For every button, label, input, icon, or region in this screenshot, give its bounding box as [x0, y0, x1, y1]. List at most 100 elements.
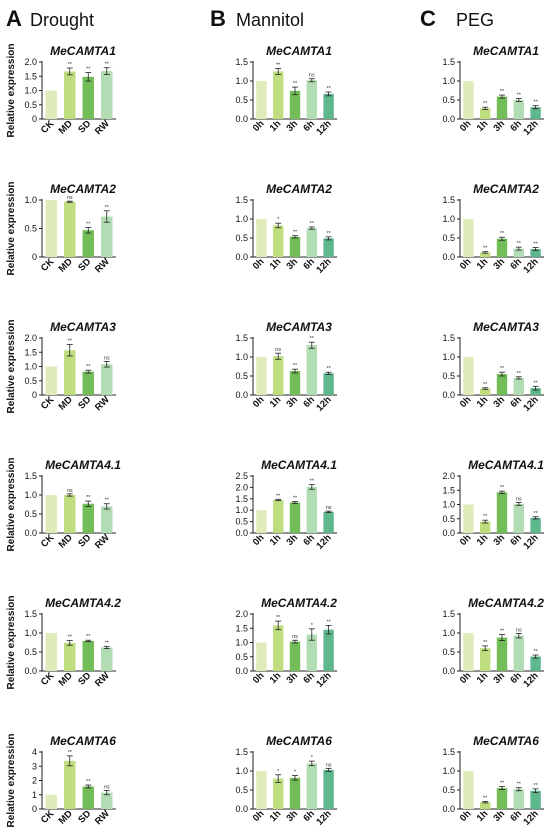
- y-tick-label: 1.0: [235, 505, 248, 515]
- x-tick-label: 0h: [251, 532, 267, 548]
- significance-label: **: [105, 62, 110, 68]
- x-tick-label: 3h: [284, 808, 300, 824]
- bar-rw: [101, 71, 113, 119]
- significance-label: ns: [516, 497, 522, 503]
- bar-12h: [323, 93, 334, 119]
- y-tick-label: 3: [32, 761, 37, 771]
- x-tick-label: SD: [76, 808, 93, 825]
- bar-3h: [289, 371, 301, 395]
- x-tick-label: 3h: [284, 670, 300, 686]
- bar-0h: [256, 771, 267, 809]
- x-tick-label: 0h: [251, 808, 267, 824]
- x-tick-label: 0h: [458, 394, 474, 410]
- y-tick-label: 0.0: [442, 666, 455, 676]
- y-axis-label: Relative expression: [6, 596, 17, 690]
- y-tick-label: 0.5: [442, 95, 455, 105]
- x-tick-label: 0h: [458, 670, 474, 686]
- significance-label: **: [483, 514, 488, 520]
- panel-drought-mecamta4-1: MeCAMTA4.1 0.0 0.5 1.0 1.5 Relative expressio…: [6, 458, 121, 552]
- y-tick-label: 0.5: [442, 514, 455, 524]
- bar-sd: [82, 640, 94, 671]
- y-tick-label: 0.0: [235, 252, 248, 262]
- significance-label: **: [276, 493, 281, 499]
- significance-label: **: [68, 62, 73, 68]
- x-tick-label: SD: [76, 670, 93, 687]
- significance-label: **: [276, 62, 281, 68]
- y-tick-label: 0.5: [442, 785, 455, 795]
- y-tick-label: 2.0: [24, 57, 37, 67]
- significance-label: **: [533, 242, 538, 248]
- x-tick-label: SD: [76, 532, 93, 549]
- y-tick-label: 1.0: [235, 76, 248, 86]
- y-tick-label: 1.5: [442, 747, 455, 757]
- y-axis-label: Relative expression: [6, 182, 17, 276]
- x-tick-label: MD: [57, 670, 75, 688]
- bar-1h: [272, 499, 284, 533]
- significance-label: **: [326, 619, 331, 625]
- y-tick-label: 1.0: [442, 766, 455, 776]
- significance-label: **: [483, 246, 488, 252]
- bar-6h: [306, 486, 318, 533]
- significance-label: **: [500, 485, 505, 491]
- significance-label: **: [86, 364, 91, 370]
- significance-label: *: [294, 770, 297, 776]
- x-tick-label: 1h: [268, 118, 284, 134]
- significance-label: **: [500, 366, 505, 372]
- y-tick-label: 0.5: [235, 785, 248, 795]
- panel-title: MeCAMTA2: [266, 182, 332, 196]
- bar-6h: [513, 635, 525, 671]
- x-tick-label: 0h: [251, 670, 267, 686]
- bar-1h: [272, 225, 284, 257]
- x-tick-label: CK: [39, 118, 57, 136]
- bar-1h: [272, 625, 284, 671]
- bar-12h: [323, 769, 334, 809]
- significance-label: *: [311, 755, 314, 761]
- bar-rw: [101, 647, 113, 671]
- bar-sd: [82, 230, 94, 257]
- bar-12h: [530, 249, 541, 257]
- significance-label: **: [310, 479, 315, 485]
- bar-3h: [496, 374, 508, 395]
- significance-label: **: [500, 89, 505, 95]
- panel-mannitol-mecamta4-2: MeCAMTA4.20.00.51.01.52.00h**1hns3h*6h**…: [235, 596, 337, 690]
- x-tick-label: 1h: [475, 532, 491, 548]
- panel-title: MeCAMTA3: [266, 320, 332, 334]
- panel-title: MeCAMTA4.2: [45, 596, 121, 610]
- y-tick-label: 0.5: [24, 509, 37, 519]
- significance-label: **: [86, 634, 91, 640]
- x-tick-label: MD: [57, 808, 75, 826]
- bar-0h: [463, 504, 474, 533]
- y-tick-label: 2: [32, 776, 37, 786]
- panel-title: MeCAMTA4.1: [261, 458, 337, 472]
- x-tick-label: 0h: [458, 808, 474, 824]
- x-tick-label: SD: [76, 256, 93, 273]
- significance-label: **: [517, 371, 522, 377]
- bar-6h: [513, 248, 525, 257]
- y-tick-label: 4: [32, 747, 37, 757]
- bar-6h: [306, 634, 318, 671]
- y-tick-label: 1.5: [24, 609, 37, 619]
- bar-ck: [45, 495, 57, 533]
- bar-3h: [496, 238, 508, 257]
- panel-title: MeCAMTA4.1: [45, 458, 121, 472]
- x-tick-label: 12h: [521, 118, 540, 137]
- x-tick-label: 1h: [475, 118, 491, 134]
- bar-1h: [479, 388, 491, 395]
- significance-label: **: [293, 81, 298, 87]
- significance-label: **: [105, 205, 110, 211]
- significance-label: **: [533, 100, 538, 106]
- bar-6h: [513, 503, 525, 533]
- bar-0h: [463, 771, 474, 809]
- y-tick-label: 0.0: [235, 528, 248, 538]
- column-letter-c: C: [420, 6, 436, 31]
- panel-drought-mecamta4-2: MeCAMTA4.2 0.0 0.5 1.0 1.5 Relative expressio…: [6, 596, 121, 690]
- y-tick-label: 1.5: [235, 333, 248, 343]
- y-tick-label: 1.5: [442, 609, 455, 619]
- significance-label: **: [533, 511, 538, 517]
- panel-title: MeCAMTA6: [266, 734, 332, 748]
- bar-12h: [323, 238, 334, 257]
- x-tick-label: 0h: [458, 118, 474, 134]
